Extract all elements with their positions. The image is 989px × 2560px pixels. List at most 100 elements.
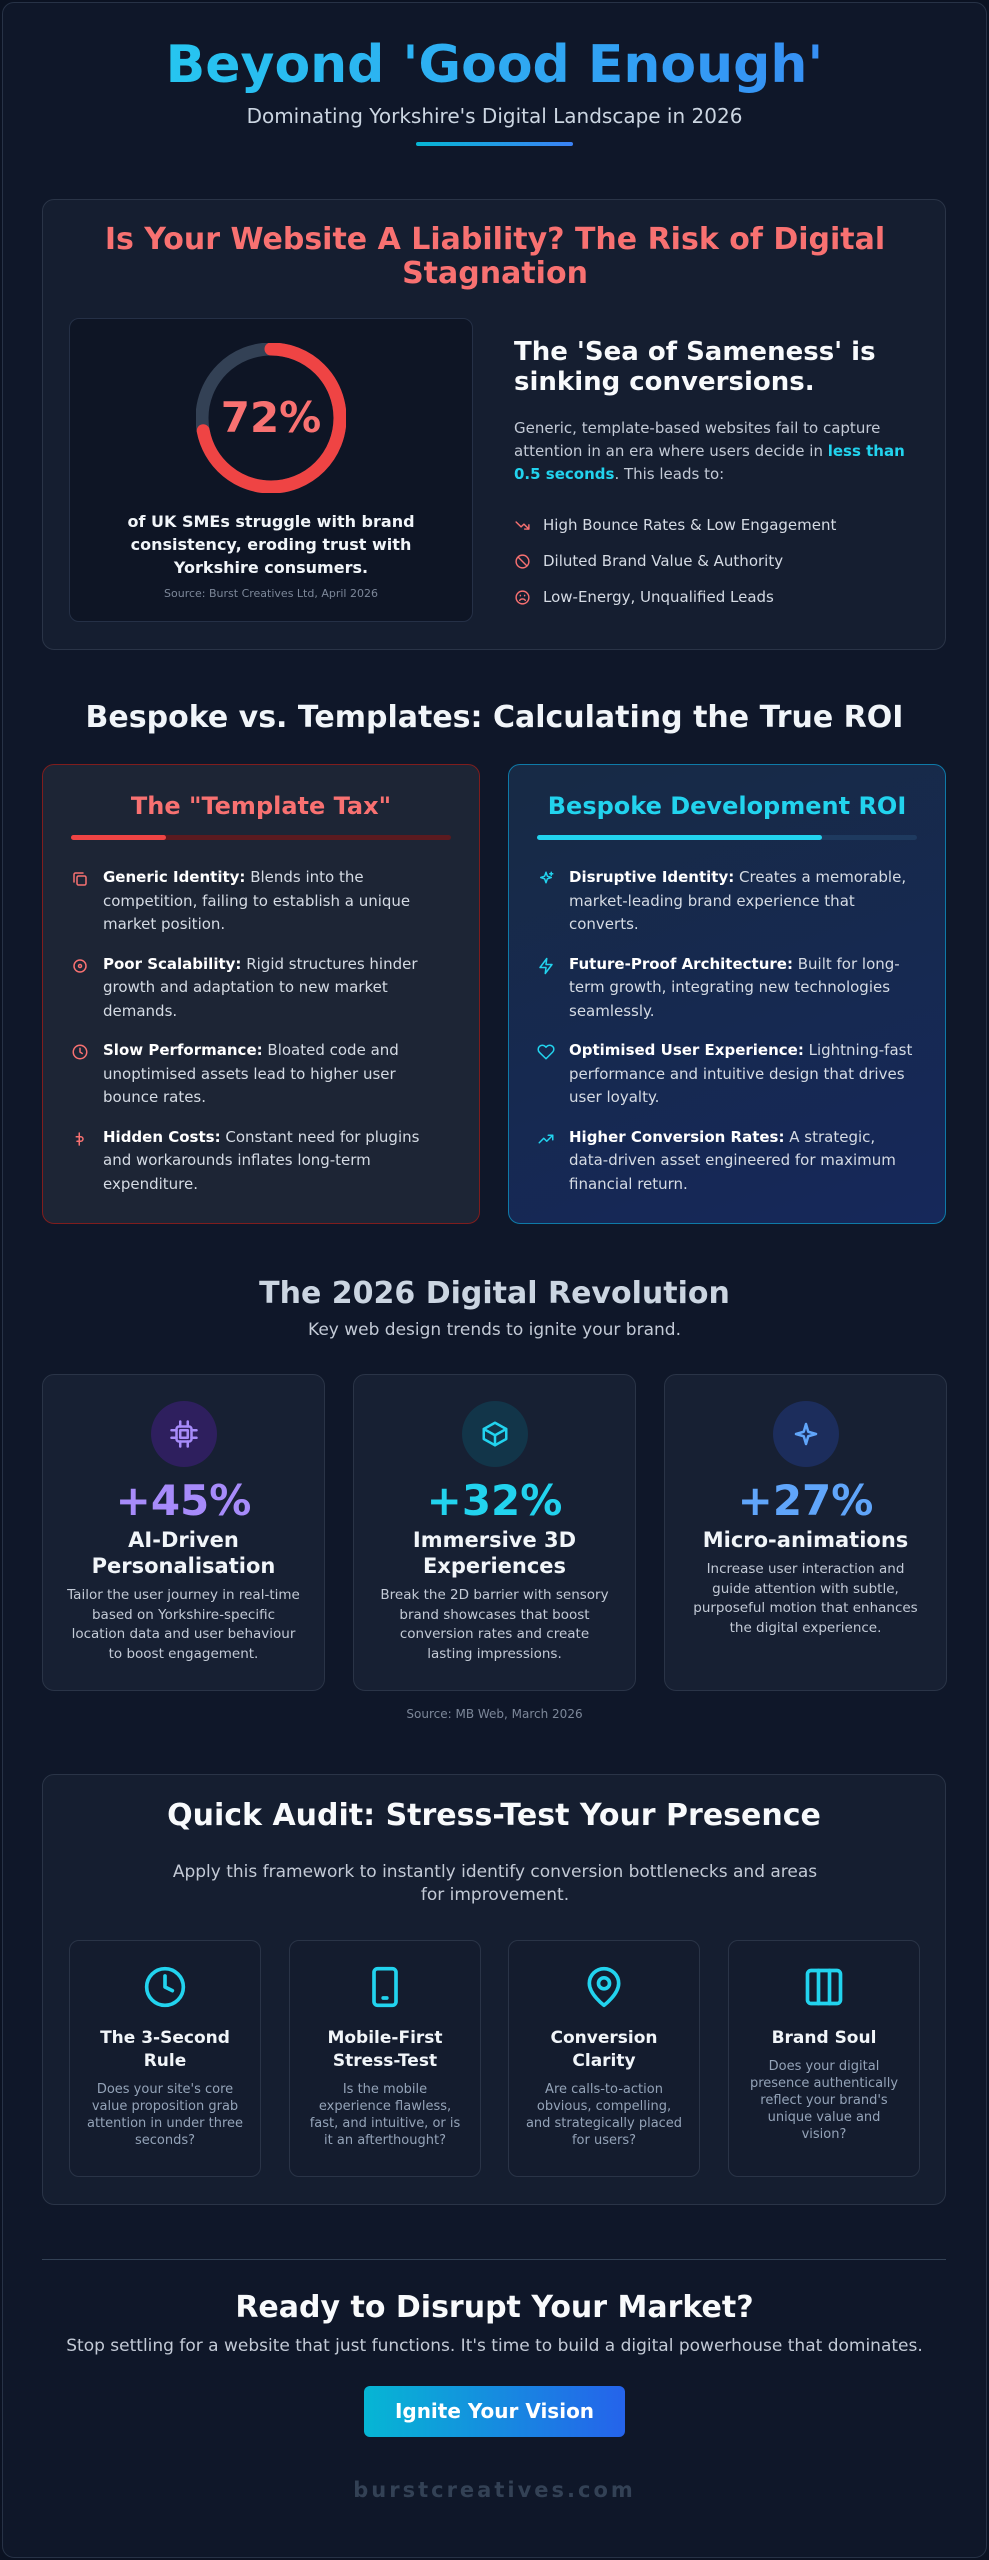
item-desc: Built for long-term growth, integrating … bbox=[569, 954, 900, 1020]
comparison-item: Future-Proof Architecture: Built for lon… bbox=[537, 953, 917, 1024]
trend-card: +45% AI-Driven Personalisation Tailor the … bbox=[42, 1374, 325, 1691]
icon bbox=[73, 958, 87, 973]
item-label: Slow Performance: bbox=[103, 1041, 263, 1059]
stat-source: Source: Burst Creatives Ltd, April 2026 bbox=[164, 587, 378, 600]
icon bbox=[515, 553, 530, 569]
icon bbox=[587, 1966, 621, 2008]
divider bbox=[42, 2259, 946, 2260]
effect-item: Low-Energy, Unqualified Leads bbox=[514, 579, 924, 615]
trend-card: +27% Micro-animations Increase user intera… bbox=[664, 1374, 947, 1691]
audit-icon bbox=[582, 1965, 626, 2009]
audit-card: The 3-Second Rule Does your site's core v… bbox=[69, 1940, 261, 2177]
title-bar bbox=[71, 835, 451, 840]
trend-title: Immersive 3D Experiences bbox=[412, 1528, 577, 1578]
trend-text: Tailor the user journey in real-time bas… bbox=[67, 1587, 300, 1662]
icon bbox=[537, 1044, 555, 1060]
donut-value bbox=[196, 343, 346, 493]
trends-source: Source: MB Web, March 2026 bbox=[406, 1707, 583, 1721]
icon bbox=[372, 1966, 398, 2008]
item-text: Higher Conversion Rates: A strategic, da… bbox=[569, 1126, 917, 1197]
comparison-item: Optimised User Experience: Lightning-fas… bbox=[537, 1039, 917, 1110]
audit-icon bbox=[802, 1965, 846, 2009]
item-desc: A strategic, data-driven asset engineere… bbox=[569, 1127, 896, 1193]
trend-text: Break the 2D barrier with sensory brand … bbox=[380, 1587, 609, 1662]
audit-title: Quick Audit: Stress-Test Your Presence bbox=[167, 1798, 821, 1833]
audit-icon bbox=[143, 1965, 187, 2009]
item-label: Higher Conversion Rates: bbox=[569, 1127, 785, 1146]
item-label: Optimised User Experience: bbox=[569, 1041, 804, 1059]
subtitle: Dominating Yorkshire's Digital Landscape… bbox=[246, 104, 743, 128]
comparison-item: Higher Conversion Rates: A strategic, da… bbox=[537, 1126, 917, 1197]
effect-text: High Bounce Rates & Low Engagement bbox=[543, 516, 837, 534]
icon bbox=[73, 872, 87, 886]
trend-icon bbox=[150, 1401, 217, 1467]
text: Generic, template-based websites fail to… bbox=[514, 419, 881, 460]
audit-title: Mobile-First Stress-Test bbox=[327, 2028, 443, 2071]
icon bbox=[805, 1968, 843, 2006]
item-text: Disruptive Identity: Creates a memorable… bbox=[569, 866, 917, 937]
section-title: Bespoke vs. Templates: Calculating the T… bbox=[85, 700, 904, 735]
audit-title: Brand Soul bbox=[771, 2028, 877, 2048]
footer: burstcreatives.com bbox=[353, 2478, 636, 2502]
effect-text: Diluted Brand Value & Authority bbox=[543, 552, 784, 570]
icon bbox=[482, 1421, 507, 1447]
audit-text: Does your site's core value proposition … bbox=[86, 2082, 243, 2148]
item-label: Future-Proof Architecture: bbox=[569, 954, 793, 973]
stat-box bbox=[69, 318, 473, 622]
comparison-item: Generic Identity: Blends into the compet… bbox=[71, 866, 451, 937]
audit-card: Conversion Clarity Are calls-to-action ob… bbox=[508, 1940, 700, 2177]
icon bbox=[72, 1044, 88, 1060]
effect-item: Diluted Brand Value & Authority bbox=[514, 543, 924, 579]
cta-title: Ready to Disrupt Your Market? bbox=[235, 2290, 754, 2325]
item-text: Future-Proof Architecture: Built for lon… bbox=[569, 953, 917, 1024]
comparison-item: Disruptive Identity: Creates a memorable… bbox=[537, 866, 917, 937]
icon bbox=[75, 1131, 84, 1146]
item-text: Slow Performance: Bloated code and unopt… bbox=[103, 1039, 451, 1110]
audit-title: The 3-Second Rule bbox=[100, 2028, 230, 2071]
item-label: Poor Scalability: bbox=[103, 954, 242, 973]
trend-title: Micro-animations bbox=[702, 1528, 909, 1552]
risk-heading: Is Your Website A Liability? The Risk of… bbox=[104, 222, 886, 291]
risk-subheading: The 'Sea of Sameness' is sinking convers… bbox=[514, 337, 876, 397]
item-label: Hidden Costs: bbox=[103, 1127, 221, 1146]
effects-list: High Bounce Rates & Low Engagement Dilute… bbox=[514, 507, 924, 615]
text: . This leads to: bbox=[614, 465, 725, 483]
comparison-card: The "Template Tax" Generic Identity: Blen… bbox=[42, 764, 480, 1224]
trend-text: Increase user interaction and guide atte… bbox=[693, 1561, 918, 1636]
audit-title: Conversion Clarity bbox=[550, 2028, 658, 2071]
title-bar-fill bbox=[537, 835, 822, 840]
comparison-item: Poor Scalability: Rigid structures hinde… bbox=[71, 953, 451, 1024]
audit-text: Are calls-to-action obvious, compelling,… bbox=[525, 2082, 683, 2148]
icon bbox=[144, 1966, 186, 2008]
comparison-item: Hidden Costs: Constant need for plugins … bbox=[71, 1126, 451, 1197]
cta-text: Stop settling for a website that just fu… bbox=[66, 2336, 923, 2356]
item-text: Hidden Costs: Constant need for plugins … bbox=[103, 1126, 451, 1197]
icon bbox=[540, 871, 554, 884]
risk-paragraph: Generic, template-based websites fail to… bbox=[514, 417, 914, 486]
audit-card: Mobile-First Stress-Test Is the mobile ex… bbox=[289, 1940, 481, 2177]
trend-stat: +45% bbox=[115, 1476, 252, 1525]
audit-text: Does your digital presence authentically… bbox=[749, 2059, 899, 2142]
donut bbox=[196, 343, 346, 493]
title-bar-fill bbox=[71, 835, 166, 840]
column-title: The "Template Tax" bbox=[130, 792, 392, 820]
icon bbox=[515, 520, 530, 530]
highlight: less than 0.5 seconds bbox=[514, 442, 905, 483]
icon bbox=[794, 1422, 817, 1446]
stat-value: 72% bbox=[220, 393, 322, 442]
effect-text: Low-Energy, Unqualified Leads bbox=[543, 588, 774, 606]
column-title: Bespoke Development ROI bbox=[547, 792, 907, 820]
item-label: Disruptive Identity: bbox=[569, 868, 735, 886]
comparison-item: Slow Performance: Bloated code and unopt… bbox=[71, 1039, 451, 1110]
item-text: Optimised User Experience: Lightning-fas… bbox=[569, 1039, 917, 1110]
cta-button[interactable]: Ignite Your Vision bbox=[364, 2386, 625, 2437]
item-list: Generic Identity: Blends into the compet… bbox=[71, 866, 451, 1196]
title-underline bbox=[416, 142, 573, 146]
item-label: Generic Identity: bbox=[103, 868, 246, 886]
trend-stat: +32% bbox=[426, 1476, 563, 1525]
stat-caption: of UK SMEs struggle with brand consisten… bbox=[127, 512, 415, 577]
title-bar bbox=[537, 835, 917, 840]
item-desc: Lightning-fast performance and intuitive… bbox=[569, 1041, 913, 1106]
effect-item: High Bounce Rates & Low Engagement bbox=[514, 507, 924, 543]
